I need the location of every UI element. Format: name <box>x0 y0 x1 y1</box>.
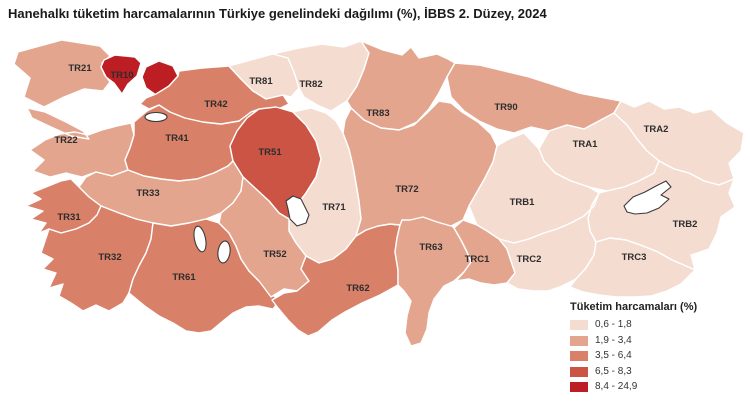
legend-swatch-4 <box>570 366 588 377</box>
lake-beysehir <box>193 225 207 253</box>
region-TRC3[interactable] <box>569 237 696 298</box>
legend-label-2: 1,9 - 3,4 <box>595 334 632 346</box>
lake-van <box>623 180 672 215</box>
legend: Tüketim harcamaları (%) 0,6 - 1,8 1,9 - … <box>570 301 697 398</box>
legend-swatch-5 <box>570 382 588 392</box>
legend-item: 8,4 - 24,9 <box>570 382 697 392</box>
lake-egirdir <box>217 240 231 264</box>
region-TR83[interactable] <box>346 40 456 131</box>
legend-label-5: 8,4 - 24,9 <box>595 381 638 392</box>
legend-item: 1,9 - 3,4 <box>570 334 697 346</box>
legend-label-4: 6,5 - 8,3 <box>595 365 632 377</box>
lake-iznik <box>144 111 168 123</box>
legend-title: Tüketim harcamaları (%) <box>570 301 698 313</box>
region-TR21[interactable] <box>13 39 111 108</box>
region-TR81[interactable] <box>228 53 300 100</box>
region-TR72[interactable] <box>342 100 498 237</box>
region-TRC1[interactable] <box>453 219 516 286</box>
legend-label-1: 0,6 - 1,8 <box>595 319 632 330</box>
region-TR22[interactable] <box>26 107 135 178</box>
legend-swatch-2 <box>570 335 588 346</box>
legend-item: 3,5 - 6,4 <box>570 351 697 361</box>
legend-swatch-1 <box>570 320 588 330</box>
legend-label-3: 3,5 - 6,4 <box>595 350 632 361</box>
page-title: Hanehalkı tüketim harcamalarının Türkiye… <box>8 6 547 21</box>
legend-item: 6,5 - 8,3 <box>570 365 697 377</box>
lake-tuz <box>285 195 310 227</box>
legend-swatch-3 <box>570 351 588 361</box>
legend-item: 0,6 - 1,8 <box>570 320 697 330</box>
